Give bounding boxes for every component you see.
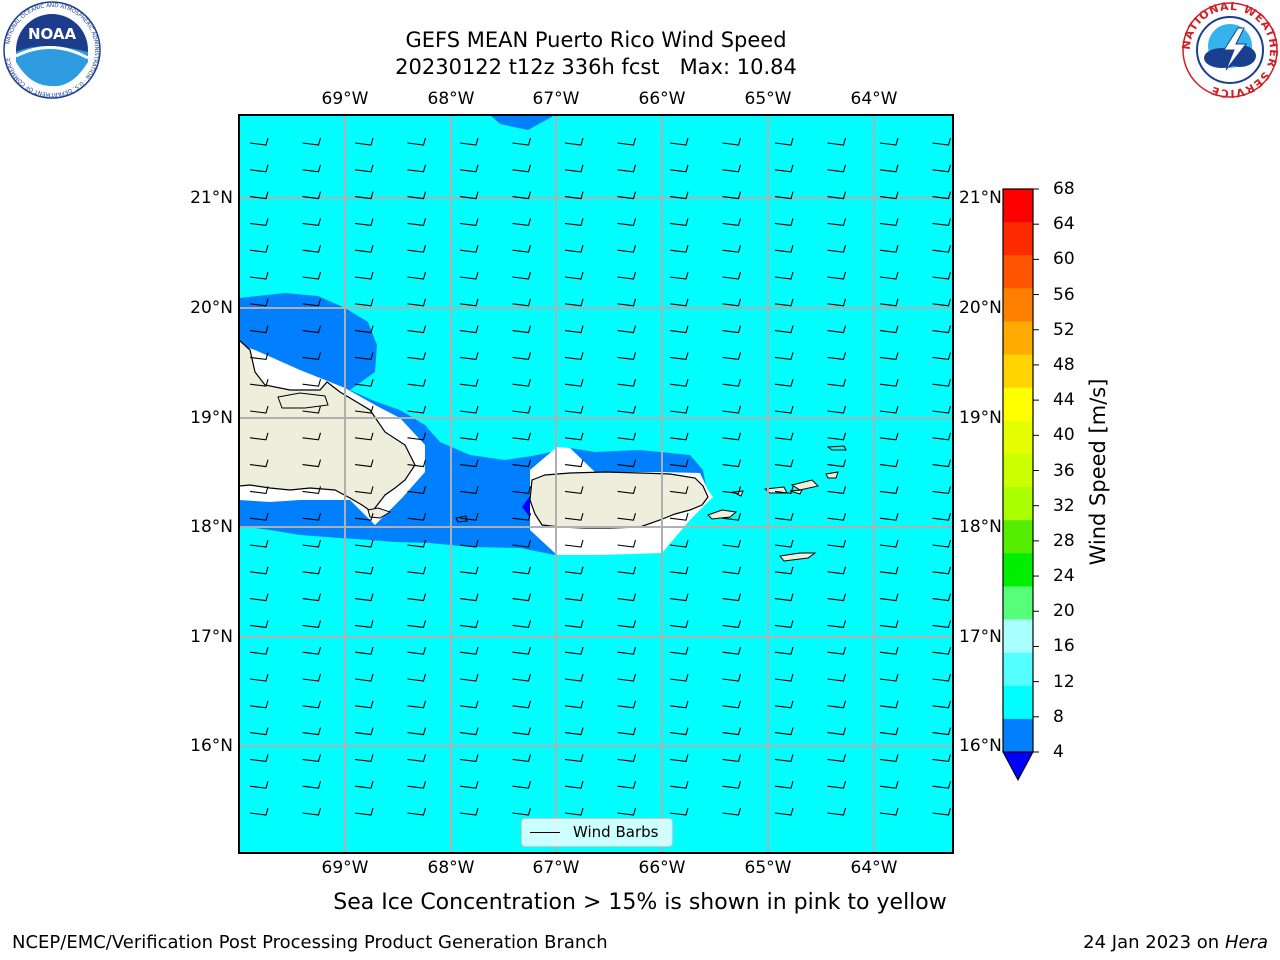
footer-date: 24 Jan 2023 on Hera [1083, 932, 1268, 953]
colorbar-segment [1003, 686, 1033, 720]
lon-label-top-67w: 67°W [533, 89, 580, 109]
colorbar-tick-label: 24 [1053, 566, 1075, 586]
lon-label-top-64w: 64°W [851, 89, 898, 109]
colorbar-tick-label: 52 [1053, 320, 1075, 340]
colorbar-segment [1003, 653, 1033, 687]
colorbar-segment [1003, 719, 1033, 753]
footer-credit: NCEP/EMC/Verification Post Processing Pr… [12, 932, 608, 953]
colorbar-label: Wind Speed [m/s] [1086, 379, 1110, 566]
colorbar-segment [1003, 487, 1033, 521]
colorbar-tick-label: 20 [1053, 601, 1075, 621]
lon-label-bottom-64w: 64°W [851, 858, 898, 878]
sea-ice-note: Sea Ice Concentration > 15% is shown in … [0, 890, 1280, 915]
colorbar-tick-label: 28 [1053, 531, 1075, 551]
colorbar-segment [1003, 586, 1033, 620]
colorbar [995, 180, 1045, 790]
footer-machine: Hera [1225, 932, 1268, 953]
tortuga-island [278, 393, 328, 408]
colorbar-tick-label: 64 [1053, 214, 1075, 234]
colorbar-tick-label: 48 [1053, 355, 1075, 375]
colorbar-tick-label: 8 [1053, 707, 1064, 727]
lat-label-left-21n: 21°N [153, 188, 233, 208]
barb-legend: Wind Barbs [521, 818, 673, 847]
lat-label-left-18n: 18°N [153, 517, 233, 537]
colorbar-segment [1003, 222, 1033, 256]
lon-label-bottom-66w: 66°W [639, 858, 686, 878]
colorbar-tick-label: 68 [1053, 179, 1075, 199]
lat-label-left-16n: 16°N [153, 736, 233, 756]
colorbar-tick-label: 12 [1053, 672, 1075, 692]
colorbar-segment [1003, 520, 1033, 554]
lon-label-top-65w: 65°W [745, 89, 792, 109]
colorbar-segment [1003, 355, 1033, 389]
colorbar-tick-label: 4 [1053, 742, 1064, 762]
colorbar-tick-label: 44 [1053, 390, 1075, 410]
colorbar-tick-label: 32 [1053, 496, 1075, 516]
lon-label-bottom-67w: 67°W [533, 858, 580, 878]
lon-label-top-69w: 69°W [322, 89, 369, 109]
lat-label-left-19n: 19°N [153, 408, 233, 428]
colorbar-tick-label: 40 [1053, 425, 1075, 445]
colorbar-tick-label: 56 [1053, 285, 1075, 305]
colorbar-segment [1003, 421, 1033, 455]
legend-label: Wind Barbs [573, 823, 658, 841]
colorbar-extend-min [1003, 752, 1033, 780]
colorbar-segment [1003, 288, 1033, 322]
colorbar-tick-label: 36 [1053, 461, 1075, 481]
lon-label-top-68w: 68°W [428, 89, 475, 109]
colorbar-segment [1003, 454, 1033, 488]
colorbar-segment [1003, 553, 1033, 587]
lat-label-left-20n: 20°N [153, 298, 233, 318]
colorbar-segment [1003, 255, 1033, 289]
colorbar-tick-label: 16 [1053, 636, 1075, 656]
colorbar-segment [1003, 321, 1033, 355]
lon-label-bottom-65w: 65°W [745, 858, 792, 878]
footer-date-text: 24 Jan 2023 on [1083, 932, 1225, 953]
colorbar-tick-label: 60 [1053, 249, 1075, 269]
colorbar-segment [1003, 388, 1033, 422]
lon-label-top-66w: 66°W [639, 89, 686, 109]
lon-label-bottom-68w: 68°W [428, 858, 475, 878]
lat-label-left-17n: 17°N [153, 627, 233, 647]
legend-line-symbol [530, 832, 560, 833]
lon-label-bottom-69w: 69°W [322, 858, 369, 878]
colorbar-segment [1003, 189, 1033, 223]
colorbar-segment [1003, 620, 1033, 654]
